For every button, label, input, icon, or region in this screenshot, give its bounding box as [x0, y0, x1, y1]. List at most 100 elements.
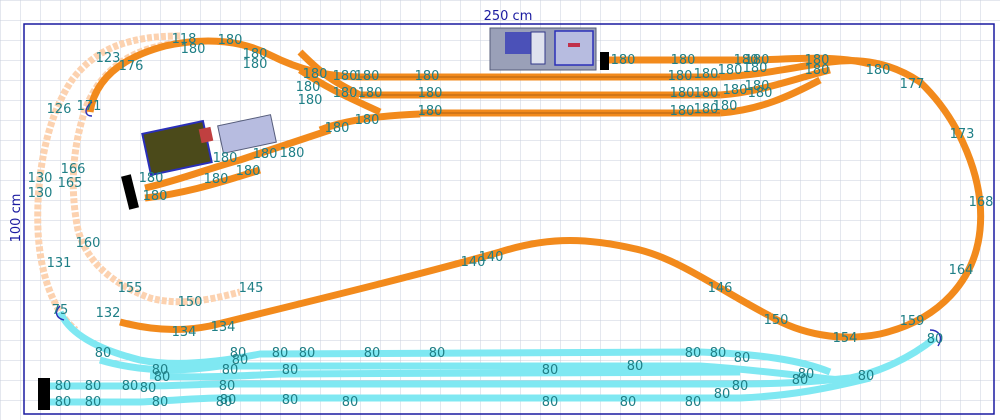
track-length-label: 180	[181, 42, 206, 57]
track-length-label: 180	[280, 146, 305, 161]
track-length-label: 80	[620, 395, 637, 410]
track-length-label: 80	[858, 369, 875, 384]
track-length-label: 80	[299, 346, 316, 361]
station-building-tower	[530, 31, 546, 65]
freight-spur-1[interactable]	[144, 126, 332, 192]
track-s-curve[interactable]	[119, 237, 772, 333]
track-length-label: 80	[542, 363, 559, 378]
track-length-label: 180	[204, 172, 229, 187]
yard-track-5[interactable]	[149, 368, 741, 381]
station-exit-siding[interactable]	[759, 54, 871, 68]
track-length-label: 180	[745, 53, 770, 68]
track-length-label: 180	[718, 63, 743, 78]
track-length-label: 146	[708, 281, 733, 296]
track-length-label: 164	[949, 263, 974, 278]
track-length-label: 80	[685, 395, 702, 410]
track-length-label: 80	[85, 379, 102, 394]
track-length-label: 165	[58, 176, 83, 191]
yard-exit-curve[interactable]	[849, 335, 938, 382]
station-building-group	[489, 27, 597, 71]
track-length-label: 180	[713, 99, 738, 114]
track-length-label: 180	[418, 104, 443, 119]
track-length-label: 180	[218, 33, 243, 48]
bumper-freight	[121, 174, 139, 210]
direction-arrow-icon	[929, 329, 942, 347]
track-length-label: 80	[282, 363, 299, 378]
track-length-label: 80	[95, 346, 112, 361]
yard-track-1[interactable]	[56, 310, 832, 376]
track-length-label: 80	[429, 346, 446, 361]
yard-track-3[interactable]	[50, 374, 851, 390]
track-length-label: 80	[272, 346, 289, 361]
goods-shed-annex	[198, 126, 214, 144]
track-length-label: 168	[969, 195, 994, 210]
track-length-label: 180	[611, 53, 636, 68]
hidden-track-outer[interactable]	[34, 32, 181, 333]
track-length-label: 180	[355, 69, 380, 84]
track-length-label: 176	[119, 59, 144, 74]
track-length-label: 180	[805, 63, 830, 78]
track-length-label: 180	[296, 80, 321, 95]
track-length-label: 173	[950, 127, 975, 142]
track-length-label: 80	[364, 346, 381, 361]
track-length-label: 80	[542, 395, 559, 410]
track-length-label: 180	[243, 57, 268, 72]
track-length-label: 180	[694, 67, 719, 82]
track-centerlines	[360, 76, 720, 114]
track-length-label: 180	[236, 164, 261, 179]
track-length-label: 80	[220, 393, 237, 408]
track-length-label: 80	[122, 379, 139, 394]
track-length-label: 80	[714, 387, 731, 402]
track-right-loop[interactable]	[768, 79, 985, 341]
track-length-label: 132	[96, 306, 121, 321]
track-length-label: 180	[734, 53, 759, 68]
direction-arrow-icon	[55, 305, 65, 321]
track-length-label: 80	[216, 395, 233, 410]
track-length-label: 126	[47, 102, 72, 117]
track-length-label: 180	[143, 189, 168, 204]
track-length-label: 80	[798, 367, 815, 382]
track-length-label: 180	[805, 53, 830, 68]
track-length-label: 171	[77, 99, 102, 114]
station-building-main	[554, 30, 594, 66]
freight-spur-2[interactable]	[144, 166, 262, 202]
track-station-entry-2[interactable]	[297, 49, 362, 99]
yard-track-group	[50, 310, 938, 406]
width-dimension-label: 250 cm	[484, 9, 533, 24]
track-length-label: 180	[333, 69, 358, 84]
yard-track-4[interactable]	[50, 374, 871, 406]
station-exit-2[interactable]	[719, 66, 831, 99]
track-length-label: 150	[764, 313, 789, 328]
track-length-label: 80	[232, 353, 249, 368]
track-length-label: 180	[668, 69, 693, 84]
track-length-label: 131	[47, 256, 72, 271]
track-length-label: 123	[96, 51, 121, 66]
direction-arrow-icon	[85, 101, 93, 117]
track-length-label: 180	[303, 67, 328, 82]
bumper-group	[38, 52, 609, 410]
track-length-label: 134	[211, 320, 236, 335]
track-length-label: 80	[927, 332, 944, 347]
track-length-label: 80	[282, 393, 299, 408]
track-top-left-curve[interactable]	[86, 37, 361, 113]
yard-track-2[interactable]	[98, 356, 841, 384]
track-length-label: 180	[670, 86, 695, 101]
track-length-label: 177	[900, 77, 925, 92]
track-length-label: 80	[55, 395, 72, 410]
track-length-label: 180	[745, 79, 770, 94]
track-length-label: 80	[219, 379, 236, 394]
track-length-label: 80	[732, 379, 749, 394]
track-length-label: 150	[178, 295, 203, 310]
track-station-entry-3[interactable]	[298, 67, 382, 116]
bumper-yard	[38, 378, 50, 410]
track-length-label: 140	[461, 255, 486, 270]
station-exit-3[interactable]	[719, 76, 822, 117]
track-length-label: 180	[325, 121, 350, 136]
warehouse[interactable]	[217, 114, 277, 154]
track-length-label: 160	[76, 236, 101, 251]
track-length-label: 80	[342, 395, 359, 410]
track-length-label: 80	[55, 379, 72, 394]
track-length-label: 180	[694, 86, 719, 101]
